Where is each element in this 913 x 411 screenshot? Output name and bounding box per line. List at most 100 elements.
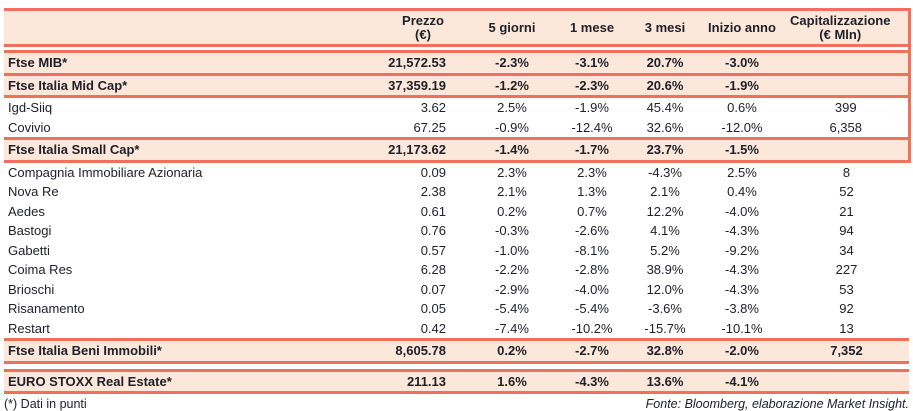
column-header-1-mese: 1 mese bbox=[554, 8, 630, 47]
cell-name: Aedes bbox=[8, 203, 45, 219]
cell-inizio-anno: 2.5% bbox=[727, 164, 757, 180]
cell-1-mese: -8.1% bbox=[575, 242, 609, 258]
cell-3-mesi: 4.1% bbox=[650, 223, 680, 239]
cell-name: Nova Re bbox=[8, 184, 59, 200]
cell-name: Gabetti bbox=[8, 242, 50, 258]
cell-prezzo: 211.13 bbox=[352, 368, 470, 394]
column-header-capitalizzazione: Capitalizzazione (€ Mln) bbox=[784, 8, 911, 47]
cell-5-giorni: -1.2% bbox=[470, 72, 554, 98]
table-row: Ftse MIB* 21,572.53 -2.3% -3.1% 20.7% -3… bbox=[4, 50, 911, 76]
cell-name: Ftse Italia Small Cap* bbox=[4, 137, 352, 163]
table-footer: (*) Dati in punti Fonte: Bloomberg, elab… bbox=[4, 394, 909, 411]
cell-prezzo: 0.05 bbox=[420, 301, 446, 317]
cell-5-giorni: -2.9% bbox=[495, 281, 529, 297]
source-note: Fonte: Bloomberg, elaborazione Market In… bbox=[645, 397, 909, 411]
footnote: (*) Dati in punti bbox=[4, 397, 87, 411]
cell-prezzo: 0.57 bbox=[420, 242, 446, 258]
cell-prezzo: 67.25 bbox=[413, 119, 446, 135]
cell-5-giorni: 2.3% bbox=[497, 164, 527, 180]
cell-3-mesi: 45.4% bbox=[646, 100, 684, 116]
cell-1-mese: -5.4% bbox=[575, 301, 609, 317]
section-gap-row bbox=[4, 362, 909, 370]
cell-1-mese: 2.3% bbox=[577, 164, 607, 180]
cell-1-mese: -4.3% bbox=[554, 368, 630, 394]
cell-name: Ftse MIB* bbox=[4, 50, 352, 76]
cell-inizio-anno: 0.4% bbox=[727, 184, 757, 200]
cell-name: Igd-Siiq bbox=[8, 100, 53, 116]
table-row: Igd-Siiq 3.62 2.5% -1.9% 45.4% 0.6% 399 bbox=[4, 96, 911, 118]
cell-5-giorni: -1.0% bbox=[495, 242, 529, 258]
cell-name: Covivio bbox=[8, 119, 51, 135]
table-row: Ftse Italia Small Cap* 21,173.62 -1.4% -… bbox=[4, 137, 911, 163]
cell-3-mesi: 38.9% bbox=[646, 262, 684, 278]
cell-1-mese: -4.0% bbox=[575, 281, 609, 297]
cell-5-giorni: -1.4% bbox=[470, 137, 554, 163]
cell-3-mesi: 5.2% bbox=[650, 242, 680, 258]
cell-name: Restart bbox=[8, 320, 50, 336]
cell-prezzo: 0.09 bbox=[420, 164, 446, 180]
cell-capitalizzazione: 21 bbox=[839, 203, 854, 219]
cell-capitalizzazione: 94 bbox=[839, 223, 854, 239]
cell-1-mese: 1.3% bbox=[577, 184, 607, 200]
cell-1-mese: -12.4% bbox=[571, 119, 613, 135]
table-row: Risanamento 0.05 -5.4% -5.4% -3.6% -3.8%… bbox=[4, 299, 909, 319]
table-row: EURO STOXX Real Estate* 211.13 1.6% -4.3… bbox=[4, 368, 909, 394]
cell-inizio-anno: -9.2% bbox=[725, 242, 759, 258]
cell-3-mesi: 32.6% bbox=[646, 119, 684, 135]
cell-1-mese: -2.8% bbox=[575, 262, 609, 278]
section-gap bbox=[4, 362, 909, 370]
cell-3-mesi: 23.7% bbox=[630, 137, 700, 163]
table-row: Gabetti 0.57 -1.0% -8.1% 5.2% -9.2% 34 bbox=[4, 241, 909, 261]
cell-prezzo: 37,359.19 bbox=[352, 72, 470, 98]
table-row: Brioschi 0.07 -2.9% -4.0% 12.0% -4.3% 53 bbox=[4, 280, 909, 300]
cell-inizio-anno: -4.3% bbox=[725, 223, 759, 239]
cell-prezzo: 0.42 bbox=[420, 320, 446, 336]
cell-capitalizzazione: 34 bbox=[839, 242, 854, 258]
table-row: Coima Res 6.28 -2.2% -2.8% 38.9% -4.3% 2… bbox=[4, 260, 909, 280]
cell-prezzo: 8,605.78 bbox=[352, 338, 470, 364]
column-header-3-mesi: 3 mesi bbox=[630, 8, 700, 47]
cell-inizio-anno: -12.0% bbox=[721, 119, 763, 135]
cell-prezzo: 21,572.53 bbox=[352, 50, 470, 76]
cell-inizio-anno: -3.8% bbox=[725, 301, 759, 317]
cell-inizio-anno: -10.1% bbox=[721, 320, 763, 336]
cell-5-giorni: 0.2% bbox=[470, 338, 554, 364]
cell-1-mese: 0.7% bbox=[577, 203, 607, 219]
cell-name: Compagnia Immobiliare Azionaria bbox=[8, 164, 203, 180]
cell-capitalizzazione: 92 bbox=[839, 301, 854, 317]
cell-inizio-anno: -4.3% bbox=[725, 262, 759, 278]
cell-3-mesi: 12.0% bbox=[646, 281, 684, 297]
price-table: Prezzo (€) 5 giorni 1 mese 3 mesi Inizio… bbox=[4, 8, 911, 394]
table-row: Restart 0.42 -7.4% -10.2% -15.7% -10.1% … bbox=[4, 319, 909, 340]
cell-1-mese: -1.9% bbox=[575, 100, 609, 116]
cell-1-mese: -1.7% bbox=[554, 137, 630, 163]
cell-prezzo: 2.38 bbox=[420, 184, 446, 200]
cell-capitalizzazione: 227 bbox=[835, 262, 858, 278]
table-header: Prezzo (€) 5 giorni 1 mese 3 mesi Inizio… bbox=[4, 8, 911, 52]
cell-name: Brioschi bbox=[8, 281, 55, 297]
column-header-5-giorni: 5 giorni bbox=[470, 8, 554, 47]
cell-5-giorni: 0.2% bbox=[497, 203, 527, 219]
cell-capitalizzazione bbox=[784, 72, 911, 98]
cell-1-mese: -10.2% bbox=[571, 320, 613, 336]
cell-3-mesi: -4.3% bbox=[648, 164, 682, 180]
cell-name: Bastogi bbox=[8, 223, 52, 239]
column-header-prezzo-label: Prezzo bbox=[402, 12, 444, 28]
cell-inizio-anno: -1.5% bbox=[700, 137, 784, 163]
table-body-main: Ftse MIB* 21,572.53 -2.3% -3.1% 20.7% -3… bbox=[4, 50, 911, 364]
table-body-euro-stoxx: EURO STOXX Real Estate* 211.13 1.6% -4.3… bbox=[4, 368, 909, 394]
table-row: Compagnia Immobiliare Azionaria 0.09 2.3… bbox=[4, 161, 909, 182]
cell-name: Ftse Italia Beni Immobili* bbox=[4, 338, 352, 364]
column-header-prezzo-unit: (€) bbox=[415, 26, 431, 42]
cell-capitalizzazione: 53 bbox=[839, 281, 854, 297]
cell-5-giorni: -2.3% bbox=[470, 50, 554, 76]
cell-prezzo: 0.07 bbox=[420, 281, 446, 297]
table-row: Aedes 0.61 0.2% 0.7% 12.2% -4.0% 21 bbox=[4, 202, 909, 222]
cell-5-giorni: -0.9% bbox=[495, 119, 529, 135]
table-row: Bastogi 0.76 -0.3% -2.6% 4.1% -4.3% 94 bbox=[4, 221, 909, 241]
cell-5-giorni: -0.3% bbox=[495, 223, 529, 239]
cell-5-giorni: -2.2% bbox=[495, 262, 529, 278]
cell-3-mesi: 13.6% bbox=[630, 368, 700, 394]
cell-capitalizzazione bbox=[784, 368, 909, 394]
